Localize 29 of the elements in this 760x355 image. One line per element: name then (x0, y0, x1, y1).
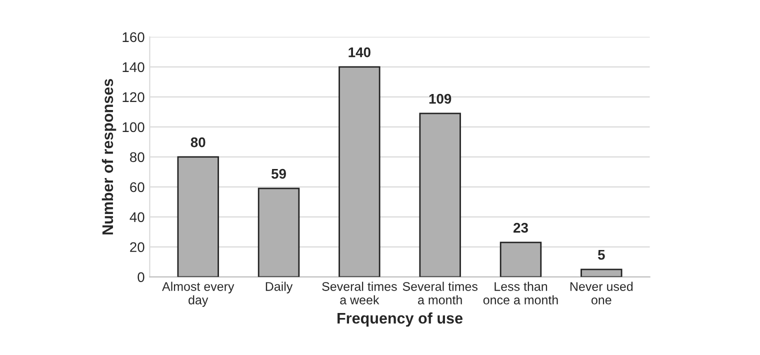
data-label: 23 (514, 222, 528, 233)
y-tick-label: 160 (122, 32, 144, 42)
x-axis-title: Frequency of use (338, 312, 462, 327)
bar (338, 66, 380, 277)
data-label: 5 (598, 250, 605, 260)
data-label: 80 (190, 137, 206, 148)
data-label: 140 (348, 47, 370, 58)
data-label: 59 (271, 168, 286, 179)
x-tick-label: Less than once a month (483, 282, 558, 304)
y-tick-label: 0 (138, 272, 144, 282)
x-tick-label: Several times a month (402, 282, 478, 304)
x-tick-label: Never used one (570, 282, 633, 304)
y-axis-title: Number of responses (102, 79, 116, 234)
y-tick-label: 140 (122, 62, 144, 72)
y-tick-label: 20 (130, 242, 144, 252)
y-tick-label: 100 (122, 122, 144, 132)
x-tick-label: Several times a week (322, 282, 397, 304)
y-tick-label: 80 (130, 152, 144, 162)
y-tick-label: 40 (130, 212, 144, 222)
bar (177, 156, 219, 277)
y-tick-label: 60 (130, 182, 144, 192)
bar (500, 242, 542, 277)
y-tick-label: 120 (122, 92, 144, 102)
bar (258, 188, 300, 277)
x-tick-label: Daily (266, 282, 293, 294)
data-label: 109 (429, 94, 452, 104)
x-tick-label: Almost every day (162, 282, 234, 307)
bar (580, 268, 622, 277)
bar (419, 112, 461, 277)
